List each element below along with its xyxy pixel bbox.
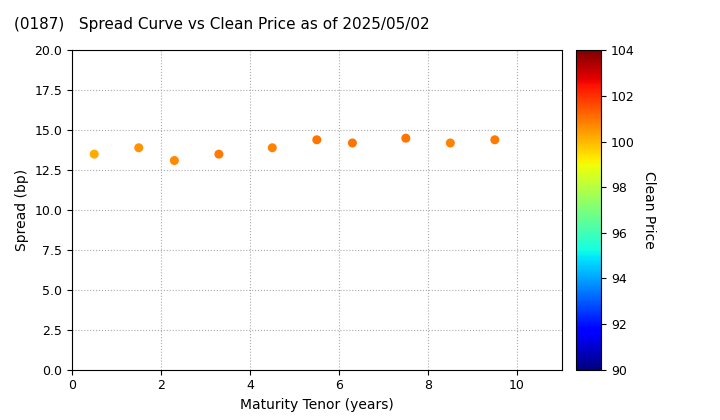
Y-axis label: Spread (bp): Spread (bp) [15, 169, 29, 251]
Point [444, 139, 456, 146]
Point [400, 135, 412, 142]
Y-axis label: Clean Price: Clean Price [642, 171, 656, 249]
Point [89, 151, 100, 158]
Point [346, 139, 358, 146]
Point [266, 144, 278, 151]
Point [489, 136, 500, 143]
X-axis label: Maturity Tenor (years): Maturity Tenor (years) [240, 398, 394, 412]
Point [213, 151, 225, 158]
Text: (0187)   Spread Curve vs Clean Price as of 2025/05/02: (0187) Spread Curve vs Clean Price as of… [14, 17, 430, 32]
Point [311, 136, 323, 143]
Point [133, 144, 145, 151]
Point [168, 157, 180, 164]
